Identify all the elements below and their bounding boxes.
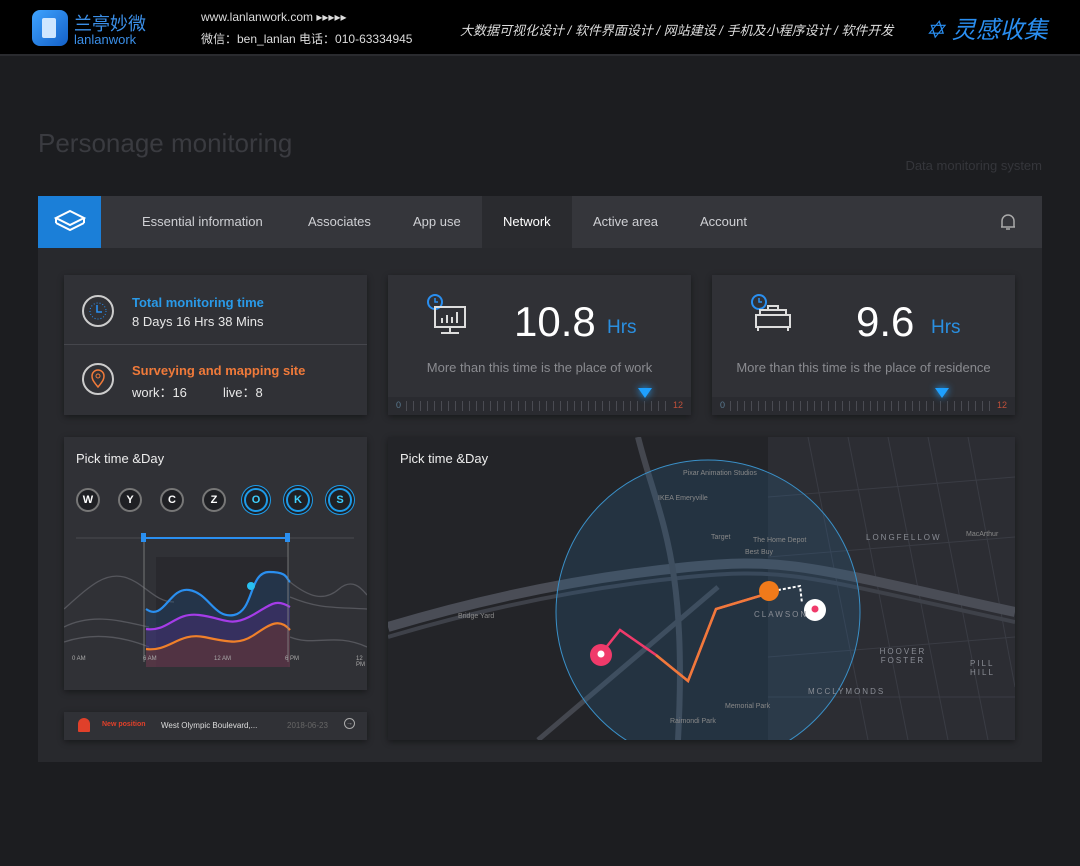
district-label: LONGFELLOW <box>866 533 942 542</box>
place-label: The Home Depot <box>753 537 807 544</box>
bell-icon[interactable] <box>998 212 1018 237</box>
x-tick-label: 6 PM <box>285 656 300 662</box>
district-label: PILL HILL <box>970 659 995 677</box>
website: www.lanlanwork.com ▸▸▸▸▸ <box>201 10 347 24</box>
mapping-site-label: Surveying and mapping site <box>132 363 306 378</box>
new-position-alert[interactable]: New position West Olympic Boulevard,... … <box>64 712 367 740</box>
day-toggle-z[interactable]: Z <box>202 488 226 512</box>
arrow-right-icon[interactable]: → <box>344 718 355 729</box>
tab-associates[interactable]: Associates <box>308 214 371 229</box>
dashboard-panel: Essential information Associates App use… <box>38 196 1042 762</box>
ruler-min: 0 <box>720 400 726 410</box>
district-label: MCCLYMONDS <box>808 687 886 696</box>
x-tick-label: 0 AM <box>72 656 86 662</box>
top-banner: 兰亭妙微 lanlanwork www.lanlanwork.com ▸▸▸▸▸… <box>0 0 1080 56</box>
layers-logo-icon[interactable] <box>38 196 101 248</box>
threshold-marker[interactable] <box>935 388 949 398</box>
day-toggle-k[interactable]: K <box>286 488 310 512</box>
summary-card: Total monitoring time 8 Days 16 Hrs 38 M… <box>64 275 367 415</box>
residence-description: More than this time is the place of resi… <box>736 360 991 375</box>
map-card[interactable]: Pick time &Day LONGFELLOW CLAWSON HOOVER… <box>388 437 1015 740</box>
map-title: Pick time &Day <box>400 451 489 466</box>
place-label: IKEA Emeryville <box>658 495 708 502</box>
monitoring-value: 8 Days 16 Hrs 38 Mins <box>132 314 264 329</box>
range-handle-end[interactable] <box>285 533 290 542</box>
activity-chart[interactable] <box>64 527 367 667</box>
brand-logo <box>32 10 68 46</box>
tab-bar: Essential information Associates App use… <box>38 196 1042 248</box>
page-title: Personage monitoring <box>38 128 293 158</box>
divider <box>64 344 367 345</box>
day-toggle-c[interactable]: C <box>160 488 184 512</box>
x-tick-label: 6 AM <box>143 656 157 662</box>
residence-time-card: 9.6 Hrs More than this time is the place… <box>712 275 1015 415</box>
chart-point[interactable] <box>247 582 255 590</box>
ruler-max: 12 <box>672 400 683 410</box>
services: 大数据可视化设计 / 软件界面设计 / 网站建设 / 手机及小程序设计 / 软件… <box>460 23 894 38</box>
monitoring-label: Total monitoring time <box>132 295 264 310</box>
place-label: Pixar Animation Studios <box>683 470 757 477</box>
tab-active-area[interactable]: Active area <box>593 214 659 229</box>
work-hours-value: 10.8 <box>514 298 596 345</box>
monitor-chart-icon <box>426 293 470 342</box>
x-tick-label: 12 PM <box>356 656 365 668</box>
residence-threshold-ruler[interactable]: 0 12 <box>712 388 1015 415</box>
district-label: HOOVER FOSTER <box>879 647 927 665</box>
work-threshold-ruler[interactable]: 0 12 <box>388 388 691 415</box>
location-pin-icon <box>82 363 114 395</box>
place-label: MacArthur <box>966 531 999 538</box>
residence-hours-unit: Hrs <box>931 317 961 338</box>
person-marker-icon[interactable] <box>759 581 779 601</box>
clock-icon <box>82 295 114 327</box>
work-time-card: 10.8 Hrs More than this time is the plac… <box>388 275 691 415</box>
alert-date: 2018-06-23 <box>287 721 328 730</box>
place-label: Best Buy <box>745 549 774 556</box>
residence-hours-value: 9.6 <box>856 298 915 345</box>
chart-title: Pick time &Day <box>76 451 165 466</box>
mapping-site-row: Surveying and mapping site work：16 live：… <box>64 343 367 413</box>
brand-name: 兰亭妙微 <box>74 14 146 34</box>
map-view[interactable] <box>388 437 1015 740</box>
siren-icon <box>78 718 90 732</box>
monitoring-time-row: Total monitoring time 8 Days 16 Hrs 38 M… <box>64 275 367 345</box>
brand-name-en: lanlanwork <box>74 32 137 47</box>
tab-account[interactable]: Account <box>700 214 747 229</box>
place-label: Raimondi Park <box>670 718 716 725</box>
place-label: Bridge Yard <box>458 613 495 620</box>
contact-info: 微信：ben_lanlan 电话：010-63334945 <box>201 32 413 46</box>
tab-app-use[interactable]: App use <box>413 214 461 229</box>
day-toggle-y[interactable]: Y <box>118 488 142 512</box>
ruler-min: 0 <box>396 400 402 410</box>
place-label: Memorial Park <box>725 703 771 710</box>
alert-label: New position <box>102 721 146 728</box>
alert-place: West Olympic Boulevard,... <box>161 721 258 730</box>
place-label: Target <box>711 534 731 541</box>
live-count: live：8 <box>223 385 263 400</box>
work-description: More than this time is the place of work <box>426 360 653 375</box>
bed-icon <box>750 293 794 342</box>
page-subtitle: Data monitoring system <box>905 158 1042 173</box>
day-toggle-s[interactable]: S <box>328 488 352 512</box>
threshold-marker[interactable] <box>637 388 652 398</box>
x-tick-label: 12 AM <box>214 656 232 662</box>
work-count: work：16 <box>132 385 187 400</box>
tab-network[interactable]: Network <box>482 196 572 248</box>
day-toggle-o[interactable]: O <box>244 488 268 512</box>
range-handle-start[interactable] <box>141 533 146 542</box>
district-label: CLAWSON <box>754 610 809 619</box>
day-toggle-w[interactable]: W <box>76 488 100 512</box>
tab-essential-information[interactable]: Essential information <box>142 214 263 229</box>
work-hours-unit: Hrs <box>607 317 637 338</box>
collect-label: 灵感收集 <box>951 17 1048 44</box>
ruler-max: 12 <box>996 400 1007 410</box>
collect-logo: ✡ 灵感收集 <box>925 17 1048 44</box>
